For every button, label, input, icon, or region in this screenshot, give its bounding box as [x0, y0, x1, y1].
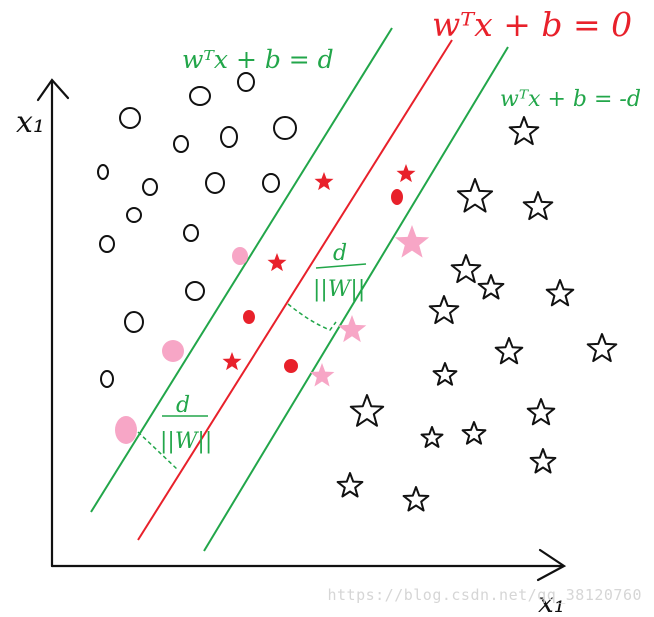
- star-marker: [336, 472, 364, 498]
- circle-marker: [126, 207, 142, 223]
- lower-margin-line: [203, 46, 509, 552]
- support-vector-star: [394, 225, 430, 258]
- star-marker: [428, 295, 460, 325]
- circle-marker: [99, 235, 115, 253]
- circle-marker: [100, 370, 114, 388]
- inside-margin-star: [396, 164, 416, 183]
- margin-denominator-left: ||W||: [160, 429, 212, 454]
- support-vector-star: [337, 315, 367, 343]
- x-axis-label: x₁: [538, 586, 565, 617]
- margin-annotation-center: [287, 263, 367, 331]
- circle-marker: [189, 86, 211, 106]
- watermark: https://blog.csdn.net/qq_38120760: [327, 586, 642, 604]
- lower-margin-label: wᵀx + b = -d: [500, 87, 641, 112]
- hyperplane-label: wᵀx + b = 0: [432, 5, 632, 44]
- inside-margin-circle: [391, 189, 403, 205]
- circle-marker: [119, 107, 141, 129]
- star-marker: [522, 191, 554, 221]
- support-vector-star: [309, 363, 335, 387]
- circle-marker: [183, 224, 199, 242]
- hyperplane-line: [137, 39, 453, 541]
- upper-margin-label: wᵀx + b = d: [182, 45, 334, 74]
- y-axis-arrowhead: [36, 78, 70, 102]
- inside-margin-star: [267, 253, 287, 272]
- star-marker: [450, 254, 482, 284]
- support-vector-circle: [162, 340, 184, 362]
- circle-marker: [185, 281, 205, 301]
- circle-marker: [124, 311, 144, 333]
- support-vector-circles: [115, 247, 248, 444]
- star-marker: [461, 421, 487, 445]
- inside-margin-star: [222, 352, 242, 371]
- star-marker: [494, 337, 524, 365]
- support-vector-circle: [232, 247, 248, 265]
- class-b-stars: [336, 116, 618, 512]
- margin-numerator-left: d: [176, 393, 190, 418]
- star-marker: [432, 362, 458, 386]
- circle-marker: [205, 172, 225, 194]
- inside-margin-circles: [243, 189, 403, 373]
- support-vector-stars: [309, 225, 430, 387]
- margin-numerator-center: d: [333, 241, 347, 266]
- star-marker: [526, 398, 556, 426]
- circle-marker: [262, 173, 280, 193]
- star-marker: [529, 448, 557, 474]
- x-axis-arrowhead: [536, 548, 567, 582]
- circle-marker: [237, 72, 255, 92]
- support-vector-circle: [115, 416, 137, 444]
- star-marker: [508, 116, 540, 146]
- inside-margin-stars: [222, 164, 416, 371]
- circle-marker: [97, 164, 109, 180]
- upper-margin-line: [90, 27, 393, 513]
- star-marker: [349, 394, 385, 427]
- circle-marker: [220, 126, 238, 148]
- inside-margin-star: [314, 172, 334, 191]
- y-axis-label: x₁: [16, 105, 45, 140]
- boundary-lines: [90, 27, 509, 552]
- star-marker: [477, 274, 505, 300]
- margin-denominator-center: ||W||: [313, 277, 365, 302]
- circle-marker: [173, 135, 189, 153]
- star-marker: [545, 279, 575, 307]
- circle-marker: [142, 178, 158, 196]
- star-marker: [420, 426, 444, 448]
- axes: [36, 78, 567, 582]
- margin-annotation-lower-left: [137, 415, 208, 471]
- circle-marker: [273, 116, 297, 140]
- inside-margin-circle: [243, 310, 255, 324]
- class-a-circles: [97, 72, 297, 388]
- inside-margin-circle: [284, 359, 298, 373]
- star-marker: [586, 333, 618, 363]
- star-marker: [456, 178, 494, 213]
- star-marker: [402, 486, 430, 512]
